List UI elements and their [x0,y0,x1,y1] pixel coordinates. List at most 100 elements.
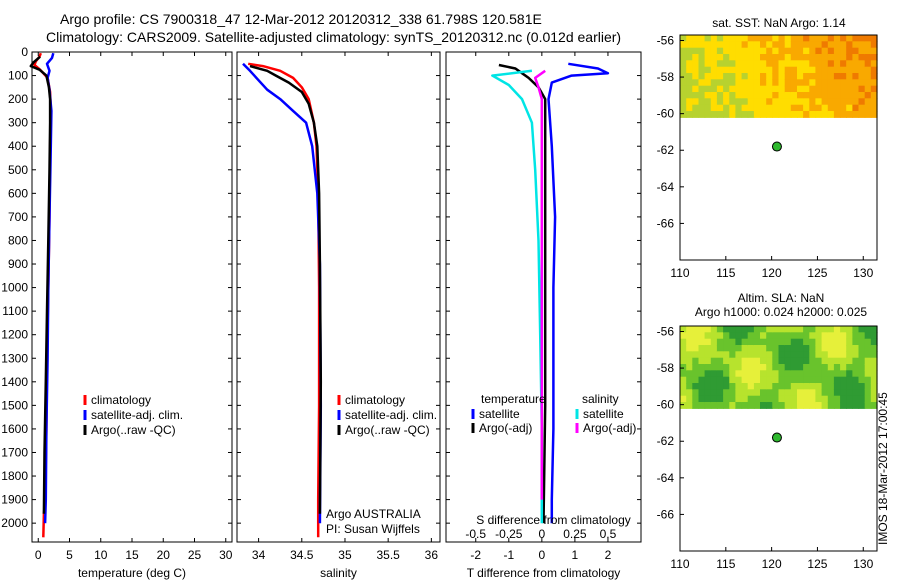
sst-map-cell [821,47,829,55]
sla-map-cell [729,402,737,409]
sst-map-cell [704,104,712,112]
sla-map-cell [815,326,823,333]
sst-map-cell [735,47,743,55]
sla-map-cell [686,364,693,371]
sst-map-cell [846,41,853,49]
sla-map-cell [797,389,804,397]
sst-map-cell [778,79,786,87]
sla-map-field [680,326,878,409]
sla-map-cell [716,402,724,409]
sla-map-cell [710,357,718,365]
sla-map-cell [833,345,841,352]
sla-map-cell [846,345,853,352]
sla-map-cell [846,376,853,384]
depth-tick-label: 800 [8,233,28,247]
sst-map-cell [778,111,786,118]
sla-map-cell [821,351,829,359]
sst-map-argo-position-marker [771,141,782,152]
sla-map-cell [704,338,712,346]
sst-map-cell [790,66,798,74]
sla-map-cell [809,338,817,346]
sla-map-cell [809,326,817,333]
sst-map-cell [772,104,780,112]
sst-map-cell [680,79,687,87]
sla-map-cell [840,402,847,409]
sla-map-cell [710,402,718,409]
sla-map-cell [846,402,853,409]
sst-map-ytick-label: -60 [657,107,675,121]
sst-map-cell [723,92,730,99]
depth-tick-label: 100 [8,69,28,83]
sst-map-cell [840,79,847,87]
sla-map-cell [723,364,730,371]
sst-map-cell [803,73,810,80]
sla-map-cell [870,345,878,352]
sst-map-cell [784,111,792,118]
sla-map-cell [729,395,737,403]
sla-map-cell [698,332,706,340]
differences-s-tick-label: -0.25 [495,527,523,541]
sst-map-cell [870,111,878,118]
sla-map-cell [864,389,872,397]
sla-map-cell [833,376,841,384]
sst-map-cell [821,35,829,42]
sla-map-cell [784,345,792,352]
differences-series-magenta [533,69,546,500]
sla-map-cell [778,351,786,359]
sst-map-cell [864,35,872,42]
sla-map-cell [870,332,878,340]
sla-map-cell [766,389,773,397]
sla-map-cell [778,402,786,409]
sst-map-cell [729,73,737,80]
sst-map-cell [827,54,835,61]
sst-map-cell [710,41,718,49]
sst-map-cell [716,47,724,55]
sla-map-cell [680,376,687,384]
sst-map-cell [858,79,866,87]
sst-map-cell [723,104,730,112]
sla-map-cell [704,395,712,403]
depth-tick-label: 300 [8,116,28,130]
sla-map-cell [680,357,687,365]
sst-map-cell [790,54,798,61]
sla-map-cell [753,370,761,378]
sst-map-cell [797,92,804,99]
sst-map-cell [797,79,804,87]
sst-map-cell [692,35,700,42]
sla-map-cell [747,326,755,333]
sla-map-cell [680,332,687,340]
sst-map-cell [870,41,878,49]
sst-map-cell [833,60,841,68]
sst-map-cell [784,60,792,68]
sla-map-cell [766,383,773,390]
salinity-xtick-label: 36 [425,548,439,562]
sst-map-cell [686,47,693,55]
sla-map-cell [729,376,737,384]
sla-map-cell [858,332,866,340]
sst-map-cell [821,66,829,74]
sst-map-cell [704,41,712,49]
differences-series-blue [547,62,610,524]
sst-map-cell [716,66,724,74]
sla-map-cell [692,402,700,409]
sla-map-cell [760,326,767,333]
sla-map-cell [741,357,749,365]
sst-map-cell [840,85,847,93]
header-line1: Argo profile: CS 7900318_47 12-Mar-2012 … [60,11,542,27]
sla-map-cell [729,389,737,397]
sst-map-cell [692,92,700,99]
sla-map-cell [704,332,712,340]
sst-map-cell [778,98,786,106]
sst-map-cell [741,54,749,61]
sla-map-cell [698,364,706,371]
sst-map-cell [747,79,755,87]
sst-map-cell [772,60,780,68]
sla-map-cell [864,395,872,403]
sst-map-cell [716,85,724,93]
sla-map-cell [858,357,866,365]
differences-xtick-label: -1 [503,548,514,562]
sla-map-cell [858,376,866,384]
sst-map-cell [772,66,780,74]
sla-map-cell [833,357,841,365]
sla-map-cell [784,383,792,390]
